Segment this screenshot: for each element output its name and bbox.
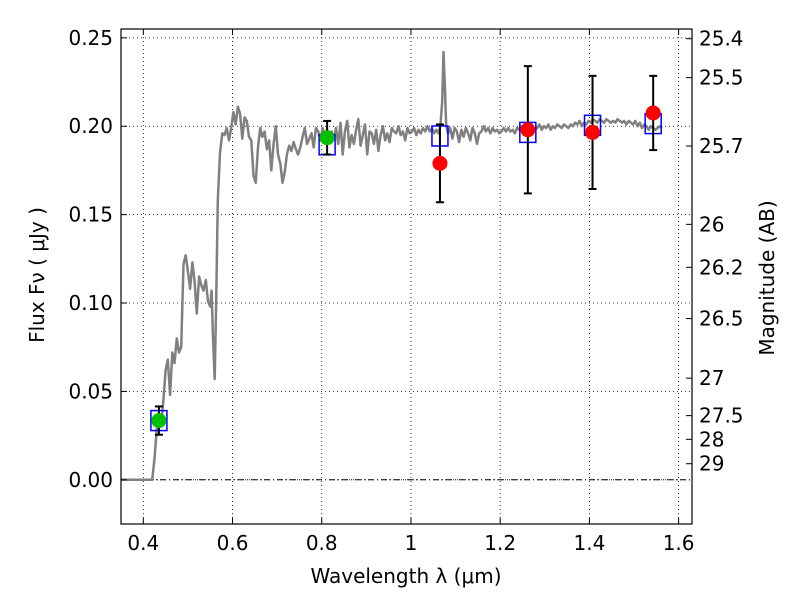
y-axis-label: Flux Fν ( μJy ) <box>25 207 49 343</box>
right-tick-label: 26 <box>699 212 724 236</box>
y-tick-label: 0.05 <box>68 379 113 403</box>
x-tick-label: 1.6 <box>663 531 695 555</box>
axis-ticks: 0.4 0.6 0.8 1 1.2 1.4 1.6 0.00 0.05 0.10 0.15 0.20 0… <box>68 26 743 555</box>
data-point <box>645 105 661 121</box>
x-tick-label: 1.2 <box>484 531 516 555</box>
x-tick-label: 1.4 <box>573 531 605 555</box>
y-tick-label: 0.20 <box>68 114 113 138</box>
plot-frame <box>120 28 693 525</box>
data-point <box>432 155 448 171</box>
right-tick-label: 28 <box>699 427 724 451</box>
right-tick-label: 26.2 <box>699 255 744 279</box>
model-spectrum-line <box>121 50 663 482</box>
right-tick-label: 26.5 <box>699 307 744 331</box>
right-tick-label: 25.5 <box>699 66 744 90</box>
x-tick-label: 1 <box>405 531 418 555</box>
x-axis-label: Wavelength λ (μm) <box>310 564 501 588</box>
data-point <box>151 413 167 429</box>
x-tick-label: 0.8 <box>306 531 338 555</box>
right-tick-label: 25.7 <box>699 134 744 158</box>
right-tick-label: 25.4 <box>699 27 744 51</box>
x-tick-label: 0.4 <box>127 531 159 555</box>
right-axis-label: Magnitude (AB) <box>755 200 779 355</box>
right-tick-label: 27.5 <box>699 404 744 428</box>
data-point <box>319 130 335 146</box>
data-point <box>520 122 536 138</box>
right-tick-label: 29 <box>699 452 724 476</box>
grid-lines <box>121 29 692 524</box>
data-markers <box>150 65 662 436</box>
y-tick-label: 0.15 <box>68 203 113 227</box>
y-tick-label: 0.10 <box>68 291 113 315</box>
y-tick-label: 0.00 <box>68 468 113 492</box>
x-tick-label: 0.6 <box>217 531 249 555</box>
data-point <box>585 124 601 140</box>
right-tick-label: 27 <box>699 366 724 390</box>
y-tick-label: 0.25 <box>68 26 113 50</box>
